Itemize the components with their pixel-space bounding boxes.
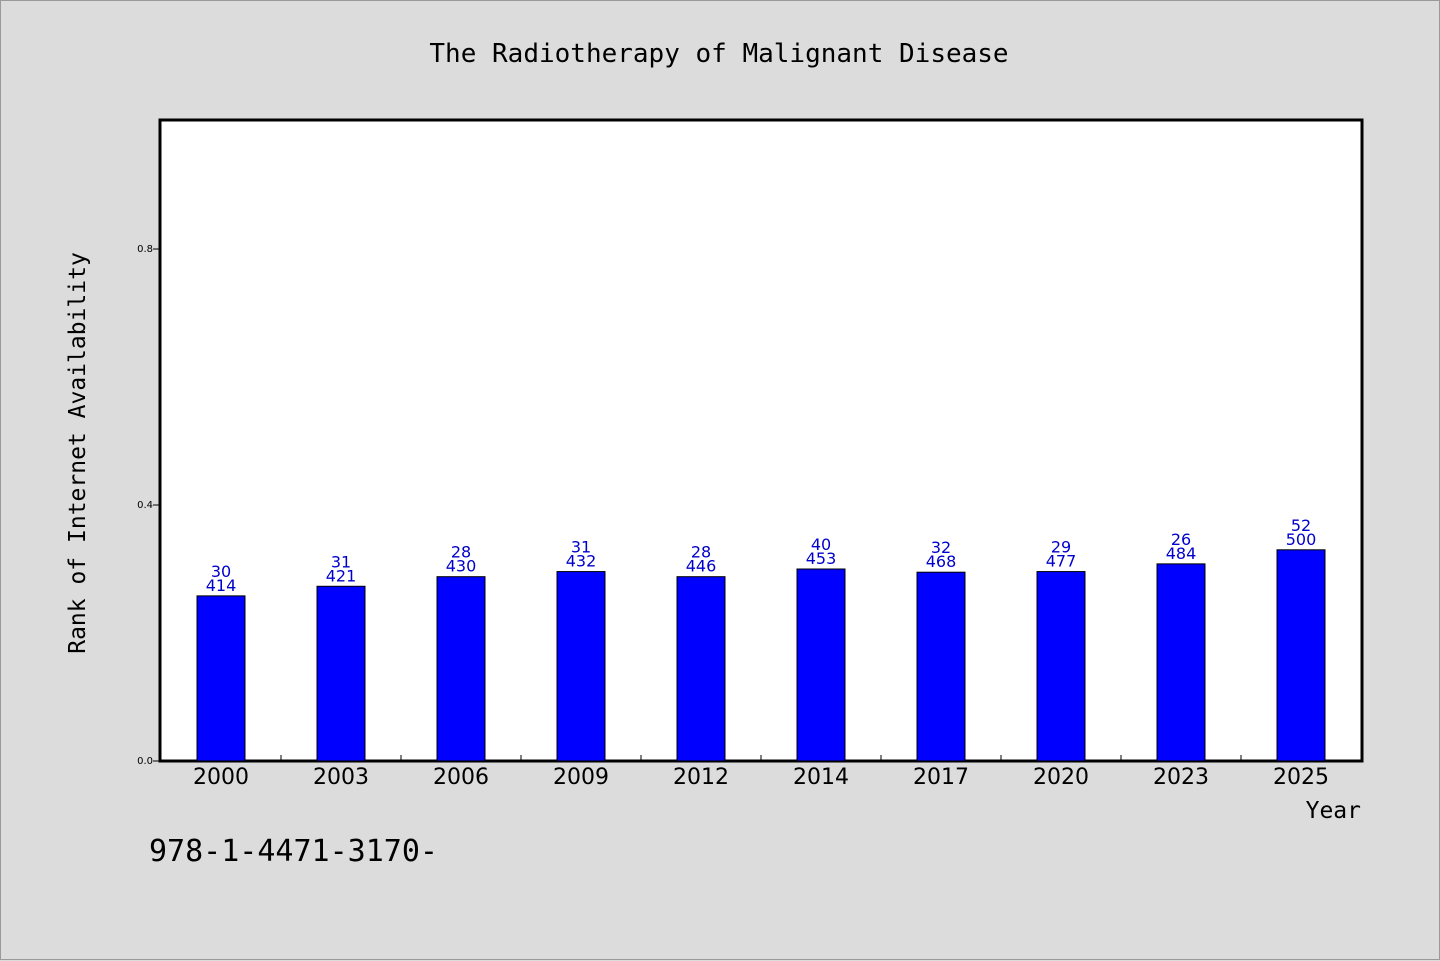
bar — [556, 571, 606, 762]
bar-data-label-top: 31 — [331, 552, 351, 571]
y-tick-label: 0.0 — [137, 756, 153, 767]
x-axis-title: Year — [1306, 798, 1361, 824]
bar-data-label-top: 26 — [1171, 530, 1191, 549]
bar — [436, 576, 486, 762]
bar-data-label-top: 30 — [211, 562, 231, 581]
bar-data-label-bottom: 500 — [1286, 530, 1317, 549]
bar-data-label-bottom: 432 — [566, 552, 597, 571]
x-tick-label: 2003 — [313, 765, 369, 790]
x-tick-label: 2012 — [673, 765, 729, 790]
bar-data-label-top: 32 — [931, 538, 951, 557]
bar — [676, 576, 726, 762]
x-tick-label: 2000 — [193, 765, 249, 790]
bar — [1156, 563, 1206, 762]
x-tick-label: 2009 — [553, 765, 609, 790]
bar — [916, 571, 966, 762]
bar-data-label-top: 29 — [1051, 538, 1071, 557]
y-tick-label: 0.4 — [137, 500, 153, 511]
x-tick-label: 2023 — [1153, 765, 1209, 790]
x-axis: 2000 2003 2006 2009 2012 2014 2017 2020 2023 2025 — [193, 755, 1329, 790]
bar-data-label-bottom: 453 — [806, 549, 837, 568]
x-tick-label: 2006 — [433, 765, 489, 790]
bar-data-label-bottom: 446 — [686, 557, 717, 576]
bar-data-label-bottom: 421 — [326, 566, 357, 585]
x-tick-label: 2020 — [1033, 765, 1089, 790]
bar — [196, 595, 246, 762]
bar — [1276, 549, 1326, 762]
bar-data-label-bottom: 477 — [1046, 552, 1077, 571]
y-axis-title: Rank of Internet Availability — [65, 252, 91, 654]
x-tick-label: 2017 — [913, 765, 969, 790]
bar-data-label-top: 31 — [571, 538, 591, 557]
y-tick-label: 0.8 — [137, 244, 153, 255]
bar-data-label-bottom: 468 — [926, 552, 957, 571]
x-tick-label: 2025 — [1273, 765, 1329, 790]
bar-data-label-bottom: 484 — [1166, 544, 1197, 563]
bar — [1036, 571, 1086, 762]
bar-series — [196, 549, 1326, 762]
bar — [316, 585, 366, 762]
bar-data-label-top: 28 — [451, 543, 471, 562]
bar-data-label-top: 28 — [691, 543, 711, 562]
y-axis: 0.0 0.4 0.8 — [137, 244, 161, 767]
bar-data-label-top: 40 — [811, 535, 831, 554]
bar-data-label-bottom: 430 — [446, 557, 477, 576]
bar — [796, 568, 846, 762]
isbn-code-text: 978-1-4471-3170- — [149, 834, 438, 869]
bar-data-label-top: 52 — [1291, 516, 1311, 535]
chart-title: The Radiotherapy of Malignant Disease — [429, 39, 1008, 69]
bar-data-label-bottom: 414 — [206, 576, 237, 595]
x-tick-label: 2014 — [793, 765, 849, 790]
